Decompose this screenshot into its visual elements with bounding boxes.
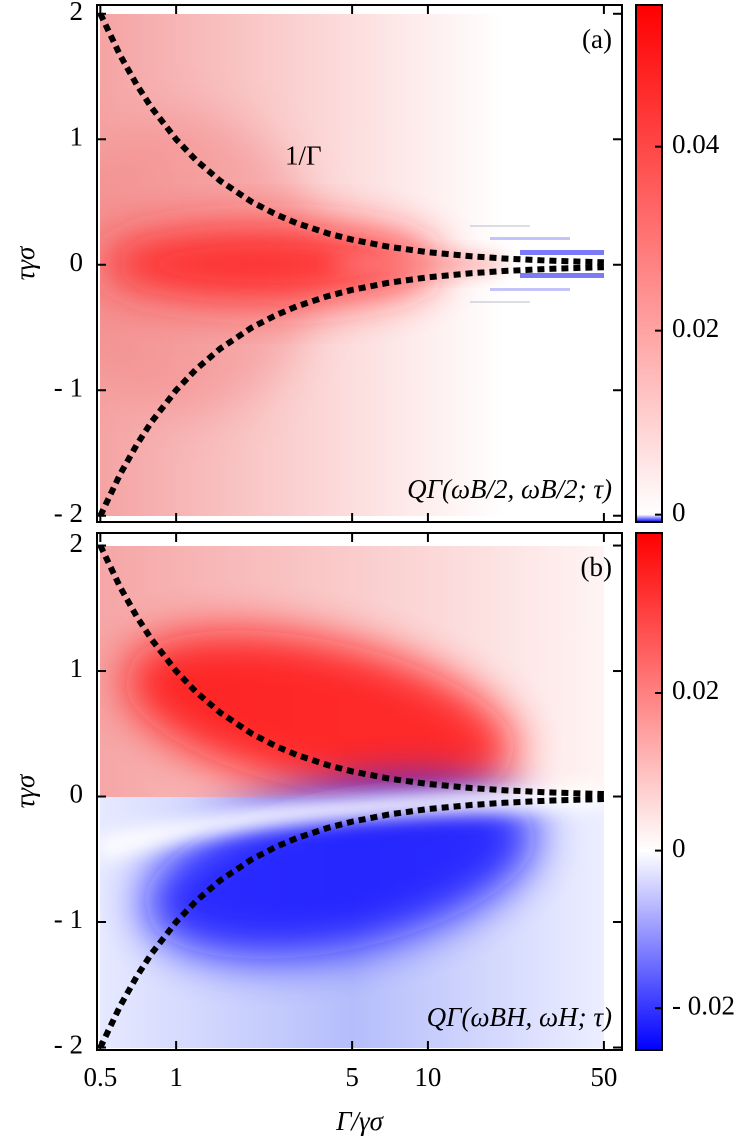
annotation: QΓ(ωB/2, ωB/2; τ) <box>407 474 612 504</box>
colorbar-tick-label: 0.02 <box>672 313 719 343</box>
colorbar-tick-label: 0.02 <box>672 675 719 705</box>
y-axis-label: τγσ <box>10 245 40 280</box>
plot-frame <box>96 4 623 523</box>
curve <box>97 796 604 1049</box>
y-tick-label: - 1 <box>54 904 83 934</box>
y-tick-label: - 2 <box>54 498 83 528</box>
colorbar-tick-label: 0 <box>672 833 686 863</box>
panel-label: (a) <box>582 24 612 54</box>
y-tick-label: 1 <box>70 653 84 683</box>
y-tick-label: 0 <box>70 779 84 809</box>
heat-stripe <box>490 288 570 291</box>
curve-label: 1/Γ <box>285 140 322 170</box>
y-tick-label: - 2 <box>54 1030 83 1060</box>
y-axis-label: τγσ <box>10 773 40 808</box>
y-tick-label: 1 <box>70 121 84 151</box>
heat-stripe <box>470 301 530 303</box>
y-tick-label: 0 <box>70 247 84 277</box>
colorbar-tick-label: - 0.02 <box>672 990 735 1020</box>
annotation: QΓ(ωBH, ωH; τ) <box>427 1002 612 1032</box>
heat-stripe <box>490 237 570 240</box>
colorbar <box>635 532 663 1051</box>
panel-label: (b) <box>581 552 612 582</box>
x-tick-label: 0.5 <box>83 1062 117 1092</box>
x-axis-label: Γ/γσ <box>335 1106 384 1136</box>
y-tick-label: - 1 <box>54 372 83 402</box>
y-tick-label: 2 <box>70 528 84 558</box>
colorbar-tick-label: 0 <box>672 497 686 527</box>
x-tick-label: 50 <box>590 1062 617 1092</box>
colorbar-tick-label: 0.04 <box>672 129 720 159</box>
heat-blob <box>123 630 517 800</box>
heat-blob <box>330 252 510 276</box>
heat-stripe <box>520 250 604 255</box>
y-tick-label: 2 <box>70 0 84 26</box>
heatmap-b <box>100 546 604 1048</box>
curve <box>97 264 604 518</box>
plot-frame <box>96 532 623 1051</box>
heat-stripe <box>520 273 604 278</box>
x-tick-label: 1 <box>169 1062 183 1092</box>
heatmap-a <box>100 14 604 516</box>
heat-blob <box>100 224 440 304</box>
curve <box>97 544 604 798</box>
heat-stripe <box>470 225 530 227</box>
x-tick-label: 10 <box>414 1062 441 1092</box>
colorbar <box>635 4 663 523</box>
curve <box>97 12 604 266</box>
heat-zero-band <box>100 786 604 861</box>
x-tick-label: 5 <box>345 1062 359 1092</box>
